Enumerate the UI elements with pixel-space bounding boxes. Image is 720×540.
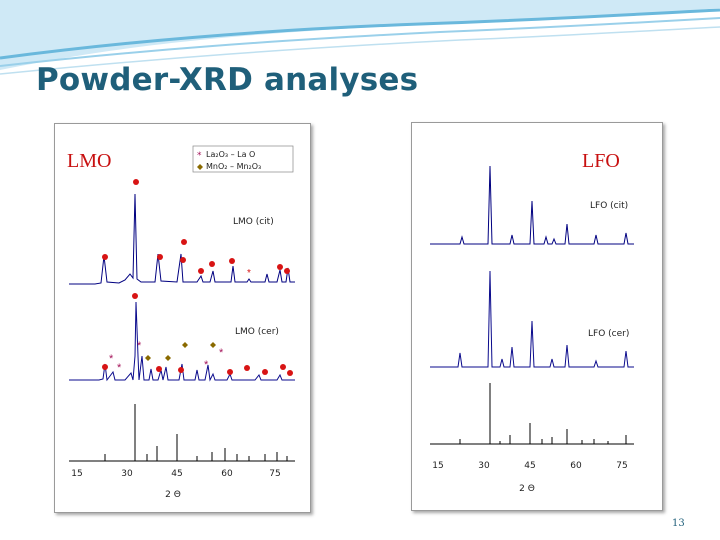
legend-entry-2: MnO₂ – Mn₂O₃ (206, 162, 261, 171)
marker-asterisk: * (219, 347, 224, 359)
lfo-heading: LFO (582, 150, 620, 172)
lmo-heading: LMO (67, 150, 111, 172)
marker-circle (132, 293, 138, 299)
marker-circle (229, 258, 235, 264)
lfo-cit-pattern (430, 165, 634, 245)
marker-circle (156, 366, 162, 372)
header-swoosh-band (0, 0, 720, 70)
lmo-x-tick-label: 15 (71, 469, 82, 479)
lmo-x-tick-label: 75 (269, 469, 280, 479)
header-swoosh (0, 0, 720, 75)
lmo-xrd-figure: LMO * La₂O₃ – La O MnO₂ – Mn₂O₃ LMO (cit… (54, 123, 311, 513)
header-swoosh-wave (0, 8, 720, 60)
lmo-reference-sticks (69, 404, 295, 462)
marker-circle (209, 261, 215, 267)
marker-asterisk: * (247, 268, 251, 279)
marker-diamond (145, 355, 151, 361)
marker-diamond (210, 342, 216, 348)
marker-diamond (182, 342, 188, 348)
page-title: Powder-XRD analyses (36, 62, 419, 98)
marker-circle (102, 254, 108, 260)
marker-circle (198, 268, 204, 274)
marker-circle (181, 239, 187, 245)
lfo-xrd-figure: LFO LFO (cit) LFO (cer) 15 30 45 60 75 2… (411, 122, 663, 511)
lmo-cit-pattern (69, 193, 295, 285)
marker-circle (180, 257, 186, 263)
marker-circle (133, 179, 139, 185)
header-swoosh-wave (0, 17, 720, 67)
lfo-x-tick-label: 30 (478, 461, 490, 471)
marker-circle (178, 367, 184, 373)
lfo-x-tick-label: 60 (570, 461, 582, 471)
lfo-xrd-plot: LFO LFO (cit) LFO (cer) 15 30 45 60 75 2… (430, 150, 634, 494)
marker-circle (244, 365, 250, 371)
lmo-xrd-plot: LMO * La₂O₃ – La O MnO₂ – Mn₂O₃ LMO (cit… (67, 145, 295, 500)
lmo-x-tick-label: 45 (171, 469, 182, 479)
marker-circle (262, 369, 268, 375)
legend-diamond-icon (197, 164, 203, 170)
lfo-trace-label-cit: LFO (cit) (590, 201, 628, 211)
lfo-x-tick-label: 45 (524, 461, 535, 471)
lfo-cer-pattern (430, 270, 634, 368)
lmo-trace-label-cit: LMO (cit) (233, 217, 274, 227)
lmo-legend-box (192, 145, 294, 173)
marker-circle (284, 268, 290, 274)
header-swoosh-wave (0, 26, 720, 75)
marker-asterisk: * (204, 359, 209, 371)
marker-circle (227, 369, 233, 375)
lmo-cer-pattern (69, 301, 295, 382)
marker-diamond (165, 355, 171, 361)
marker-circle (280, 364, 286, 370)
legend-entry-1: La₂O₃ – La O (206, 150, 255, 159)
lfo-x-axis-label: 2 Θ (519, 484, 535, 494)
marker-asterisk: * (109, 353, 114, 365)
lfo-x-tick-label: 75 (616, 461, 627, 471)
marker-circle (102, 364, 108, 370)
marker-asterisk: * (137, 340, 142, 352)
marker-circle (277, 264, 283, 270)
page-number: 13 (672, 518, 685, 529)
lmo-x-tick-label: 60 (221, 469, 233, 479)
lmo-x-axis-label: 2 Θ (165, 490, 181, 500)
marker-circle (157, 254, 163, 260)
lmo-x-tick-label: 30 (121, 469, 133, 479)
marker-asterisk: * (117, 362, 122, 374)
lfo-trace-label-cer: LFO (cer) (588, 329, 629, 339)
legend-asterisk-icon: * (197, 151, 202, 161)
lmo-trace-label-cer: LMO (cer) (235, 327, 279, 337)
lfo-x-tick-label: 15 (432, 461, 443, 471)
lfo-reference-sticks (430, 383, 634, 445)
marker-circle (287, 370, 293, 376)
